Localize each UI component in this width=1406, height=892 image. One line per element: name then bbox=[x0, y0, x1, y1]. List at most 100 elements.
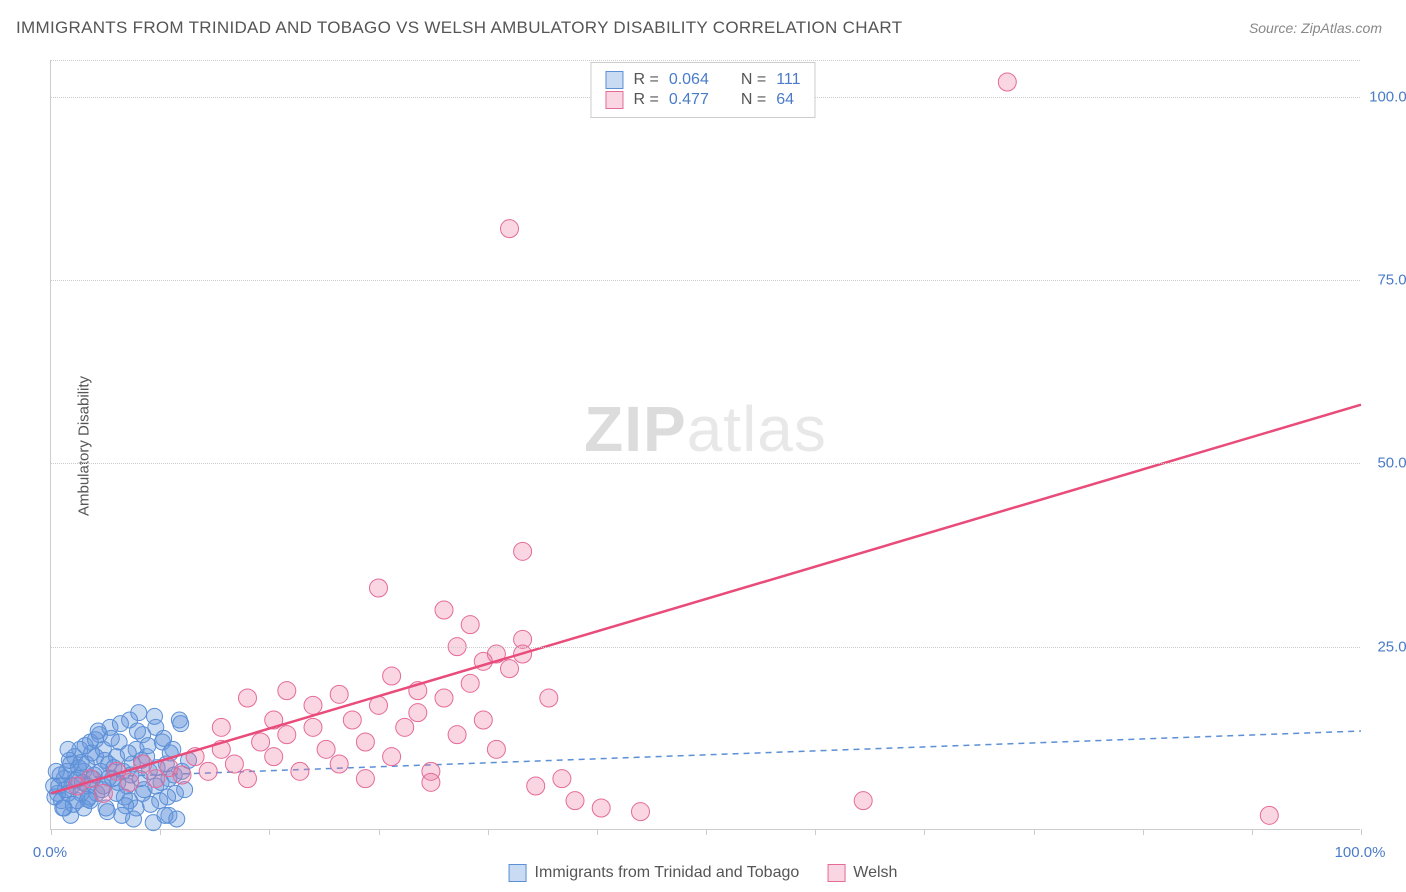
data-point-trinidad bbox=[160, 789, 176, 805]
correlation-chart: IMMIGRANTS FROM TRINIDAD AND TOBAGO VS W… bbox=[0, 0, 1406, 892]
data-point-trinidad bbox=[99, 804, 115, 820]
gridline bbox=[51, 60, 1360, 61]
data-point-welsh bbox=[501, 660, 519, 678]
data-point-welsh bbox=[121, 773, 139, 791]
x-tick bbox=[160, 829, 161, 835]
y-tick-label: 75.0% bbox=[1365, 272, 1406, 289]
data-point-welsh bbox=[383, 748, 401, 766]
data-point-welsh bbox=[448, 726, 466, 744]
data-point-welsh bbox=[514, 630, 532, 648]
source-attribution: Source: ZipAtlas.com bbox=[1249, 20, 1382, 36]
series-legend-label: Immigrants from Trinidad and Tobago bbox=[535, 864, 800, 882]
data-point-welsh bbox=[317, 740, 335, 758]
data-point-welsh bbox=[212, 718, 230, 736]
x-tick bbox=[1034, 829, 1035, 835]
x-tick-label: 0.0% bbox=[33, 844, 67, 861]
data-point-welsh bbox=[356, 770, 374, 788]
x-tick bbox=[1252, 829, 1253, 835]
data-point-welsh bbox=[278, 682, 296, 700]
data-point-trinidad bbox=[173, 716, 189, 732]
data-point-trinidad bbox=[88, 732, 104, 748]
data-point-trinidad bbox=[112, 716, 128, 732]
legend-r-value: 0.477 bbox=[669, 91, 709, 109]
data-point-welsh bbox=[592, 799, 610, 817]
data-point-welsh bbox=[94, 784, 112, 802]
plot-svg bbox=[51, 60, 1360, 829]
legend-r-value: 0.064 bbox=[669, 71, 709, 89]
data-point-trinidad bbox=[157, 807, 173, 823]
data-point-trinidad bbox=[73, 755, 89, 771]
data-point-trinidad bbox=[129, 723, 145, 739]
correlation-legend: R = 0.064 N = 111R = 0.477 N = 64 bbox=[590, 62, 815, 118]
data-point-trinidad bbox=[48, 763, 64, 779]
data-point-trinidad bbox=[146, 708, 162, 724]
data-point-trinidad bbox=[143, 796, 159, 812]
legend-swatch bbox=[605, 91, 623, 109]
data-point-welsh bbox=[461, 616, 479, 634]
series-legend: Immigrants from Trinidad and Tobago Welsh bbox=[509, 864, 898, 882]
legend-swatch bbox=[509, 864, 527, 882]
legend-n-label: N = bbox=[741, 91, 766, 109]
data-point-trinidad bbox=[103, 730, 119, 746]
data-point-welsh bbox=[396, 718, 414, 736]
data-point-welsh bbox=[632, 803, 650, 821]
data-point-welsh bbox=[291, 762, 309, 780]
x-tick bbox=[379, 829, 380, 835]
legend-row: R =0.477N =64 bbox=[605, 91, 800, 109]
data-point-welsh bbox=[173, 766, 191, 784]
x-tick bbox=[1361, 829, 1362, 835]
data-point-welsh bbox=[422, 773, 440, 791]
x-tick bbox=[706, 829, 707, 835]
legend-n-value: 64 bbox=[776, 91, 794, 109]
data-point-welsh bbox=[330, 685, 348, 703]
data-point-welsh bbox=[239, 770, 257, 788]
data-point-welsh bbox=[487, 740, 505, 758]
data-point-welsh bbox=[461, 674, 479, 692]
legend-n-value: 111 bbox=[776, 71, 800, 89]
data-point-welsh bbox=[474, 711, 492, 729]
x-tick bbox=[597, 829, 598, 835]
data-point-trinidad bbox=[118, 798, 134, 814]
legend-n-label: N = bbox=[741, 71, 766, 89]
data-point-welsh bbox=[501, 220, 519, 238]
data-point-welsh bbox=[278, 726, 296, 744]
legend-swatch bbox=[605, 71, 623, 89]
data-point-welsh bbox=[998, 73, 1016, 91]
y-tick-label: 100.0% bbox=[1365, 88, 1406, 105]
data-point-trinidad bbox=[156, 730, 172, 746]
data-point-welsh bbox=[540, 689, 558, 707]
data-point-welsh bbox=[527, 777, 545, 795]
data-point-welsh bbox=[265, 748, 283, 766]
x-tick bbox=[488, 829, 489, 835]
data-point-welsh bbox=[199, 762, 217, 780]
x-tick bbox=[269, 829, 270, 835]
legend-swatch bbox=[827, 864, 845, 882]
data-point-trinidad bbox=[131, 705, 147, 721]
data-point-welsh bbox=[330, 755, 348, 773]
gridline bbox=[51, 463, 1360, 464]
chart-title: IMMIGRANTS FROM TRINIDAD AND TOBAGO VS W… bbox=[16, 18, 902, 38]
x-tick bbox=[815, 829, 816, 835]
data-point-welsh bbox=[356, 733, 374, 751]
y-tick-label: 50.0% bbox=[1365, 455, 1406, 472]
gridline bbox=[51, 280, 1360, 281]
legend-row: R = 0.064 N = 111 bbox=[605, 71, 800, 89]
data-point-trinidad bbox=[140, 738, 156, 754]
x-tick bbox=[924, 829, 925, 835]
data-point-welsh bbox=[252, 733, 270, 751]
x-tick-label: 100.0% bbox=[1335, 844, 1386, 861]
gridline bbox=[51, 647, 1360, 648]
plot-area: ZIPatlas 25.0%50.0%75.0%100.0% bbox=[50, 60, 1360, 830]
data-point-welsh bbox=[566, 792, 584, 810]
y-tick-label: 25.0% bbox=[1365, 638, 1406, 655]
x-tick bbox=[51, 829, 52, 835]
x-tick bbox=[1143, 829, 1144, 835]
data-point-welsh bbox=[854, 792, 872, 810]
data-point-welsh bbox=[304, 696, 322, 714]
data-point-trinidad bbox=[55, 800, 71, 816]
data-point-welsh bbox=[225, 755, 243, 773]
legend-r-label: R = bbox=[633, 71, 658, 89]
series-legend-item: Welsh bbox=[827, 864, 897, 882]
data-point-welsh bbox=[435, 601, 453, 619]
data-point-welsh bbox=[239, 689, 257, 707]
